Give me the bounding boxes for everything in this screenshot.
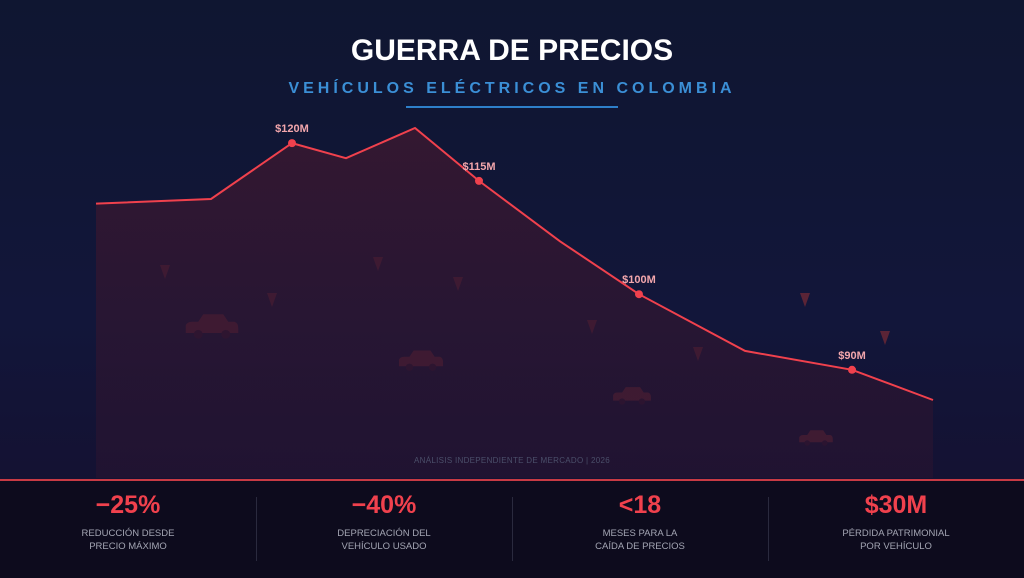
stat-label: PÉRDIDA PATRIMONIAL POR VEHÍCULO (842, 528, 950, 552)
stat-value: $30M (864, 491, 928, 519)
data-label: $100M (622, 274, 656, 286)
data-point (848, 365, 856, 374)
stat-card: $30M PÉRDIDA PATRIMONIAL POR VEHÍCULO (768, 481, 1024, 578)
stat-card: <18 MESES PARA LA CAÍDA DE PRECIOS (512, 481, 768, 578)
stat-label: DEPRECIACIÓN DEL VEHÍCULO USADO (337, 528, 431, 552)
title-underline (406, 106, 618, 108)
price-area (96, 128, 933, 478)
page-title: GUERRA DE PRECIOS (350, 34, 674, 67)
data-label: $120M (275, 123, 309, 135)
data-point (635, 290, 643, 299)
data-point (475, 176, 483, 185)
stat-card: −40% DEPRECIACIÓN DEL VEHÍCULO USADO (256, 481, 512, 578)
down-arrow-icon (880, 331, 890, 345)
data-label: $115M (462, 161, 495, 173)
stat-value: −40% (351, 491, 417, 519)
stat-label: REDUCCIÓN DESDE PRECIO MÁXIMO (81, 528, 175, 552)
data-points (288, 139, 856, 374)
data-point (288, 139, 296, 148)
page-subtitle: VEHÍCULOS ELÉCTRICOS EN COLOMBIA (288, 80, 736, 97)
source-note: ANÁLISIS INDEPENDIENTE DE MERCADO | 2026 (414, 456, 610, 465)
stat-label: MESES PARA LA CAÍDA DE PRECIOS (595, 528, 685, 552)
stat-value: <18 (618, 491, 662, 519)
down-arrow-icon (800, 293, 810, 307)
stat-value: −25% (95, 491, 161, 519)
stat-card: −25% REDUCCIÓN DESDE PRECIO MÁXIMO (0, 481, 256, 578)
data-label: $90M (838, 350, 866, 362)
data-labels: $120M $115M $100M $90M (275, 123, 866, 362)
price-chart: $120M $115M $100M $90M (95, 123, 934, 478)
stats-bar: −25% REDUCCIÓN DESDE PRECIO MÁXIMO −40% … (0, 479, 1024, 578)
